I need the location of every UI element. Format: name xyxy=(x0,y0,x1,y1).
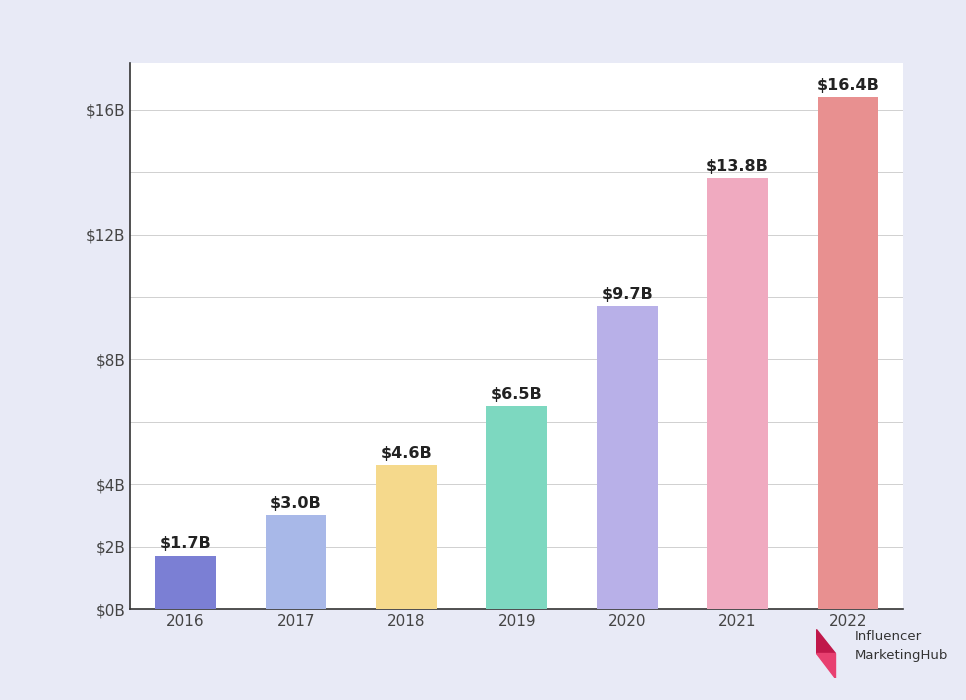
Bar xyxy=(156,556,216,609)
Polygon shape xyxy=(816,629,835,653)
Text: Influencer
MarketingHub: Influencer MarketingHub xyxy=(855,631,949,662)
Bar xyxy=(817,97,878,609)
Bar xyxy=(597,307,658,609)
Bar xyxy=(376,466,437,609)
Polygon shape xyxy=(816,653,835,678)
Bar xyxy=(487,406,547,609)
Text: $6.5B: $6.5B xyxy=(491,386,543,402)
Text: $1.7B: $1.7B xyxy=(159,536,212,552)
Bar xyxy=(707,178,768,609)
Text: $4.6B: $4.6B xyxy=(381,446,433,461)
Bar xyxy=(266,515,327,609)
Text: $3.0B: $3.0B xyxy=(270,496,322,511)
Text: $16.4B: $16.4B xyxy=(816,78,879,92)
Text: $9.7B: $9.7B xyxy=(601,287,653,302)
Text: $13.8B: $13.8B xyxy=(706,159,769,174)
